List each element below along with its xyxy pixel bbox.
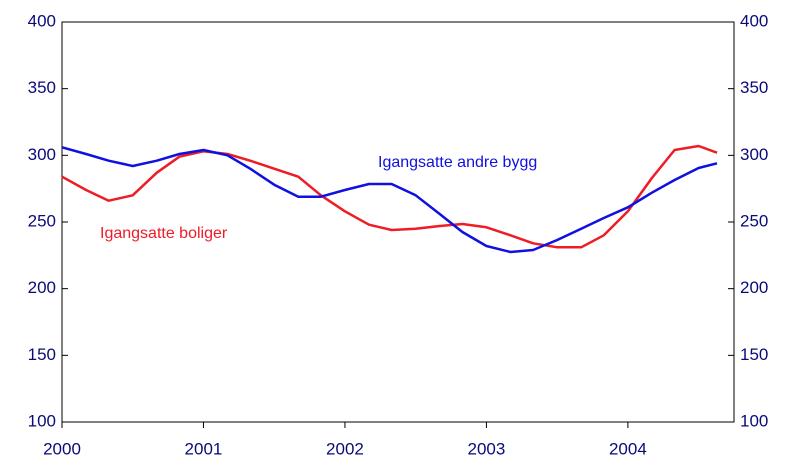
- y-tick-label: 350: [28, 78, 56, 97]
- series-label: Igangsatte boliger: [100, 225, 228, 242]
- x-tick-label: 2002: [326, 439, 364, 458]
- x-tick-label: 2001: [185, 439, 223, 458]
- y-tick-label: 250: [28, 211, 56, 230]
- y-tick-label: 150: [28, 345, 56, 364]
- y-tick-label: 100: [28, 411, 56, 430]
- y2-tick-label: 250: [740, 211, 768, 230]
- y2-tick-label: 350: [740, 78, 768, 97]
- y2-tick-label: 150: [740, 345, 768, 364]
- plot-frame: [61, 21, 735, 423]
- y2-tick-label: 100: [740, 411, 768, 430]
- y-tick-label: 200: [28, 278, 56, 297]
- y2-tick-label: 400: [740, 11, 768, 30]
- x-tick-label: 2003: [468, 439, 506, 458]
- y2-tick-label: 200: [740, 278, 768, 297]
- x-tick-label: 2000: [43, 439, 81, 458]
- line: [61, 144, 718, 249]
- y-tick-label: 300: [28, 145, 56, 164]
- series-label: Igangsatte andre bygg: [378, 154, 537, 171]
- y-tick-label: 400: [28, 11, 56, 30]
- y2-tick-label: 300: [740, 145, 768, 164]
- x-tick-label: 2004: [609, 439, 647, 458]
- line: [61, 146, 718, 254]
